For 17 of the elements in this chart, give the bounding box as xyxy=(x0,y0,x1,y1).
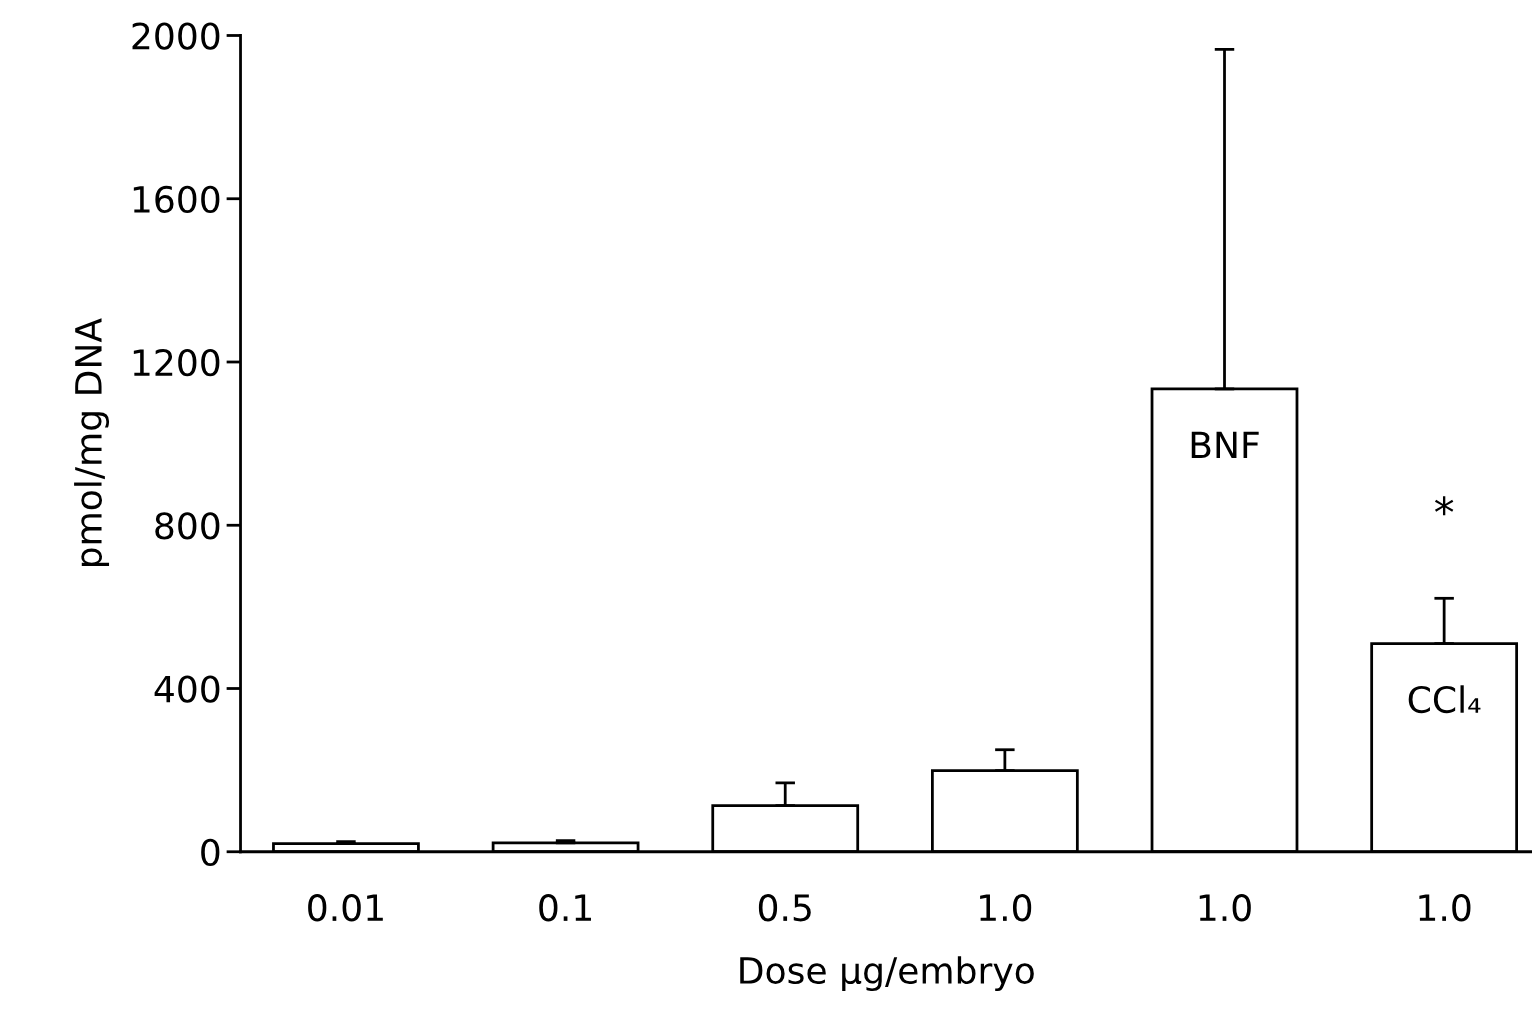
y-tick-label: 1600 xyxy=(133,185,220,213)
annotation: * xyxy=(1434,496,1454,516)
y-tick-label: 1200 xyxy=(133,348,220,377)
data-label: CCl₄ xyxy=(1408,685,1481,714)
y-tick-label: 0 xyxy=(201,838,220,866)
x-tick-label: 0.01 xyxy=(308,894,383,922)
y-tick-label: 2000 xyxy=(132,22,220,50)
x-tick-label: 1.0 xyxy=(1199,894,1251,922)
x-tick-label: 0.1 xyxy=(539,894,591,922)
y-axis-title: pmol/mg DNA xyxy=(74,318,110,567)
data-label: BNF xyxy=(1191,431,1259,459)
x-tick-label: 1.0 xyxy=(1419,894,1471,922)
x-tick-label: 0.5 xyxy=(758,894,811,922)
x-axis-title: Dose μg/embryo xyxy=(740,956,1034,992)
x-tick-label: 1.0 xyxy=(980,894,1032,922)
y-tick-label: 400 xyxy=(154,675,220,703)
y-tick-label: 800 xyxy=(155,512,220,540)
